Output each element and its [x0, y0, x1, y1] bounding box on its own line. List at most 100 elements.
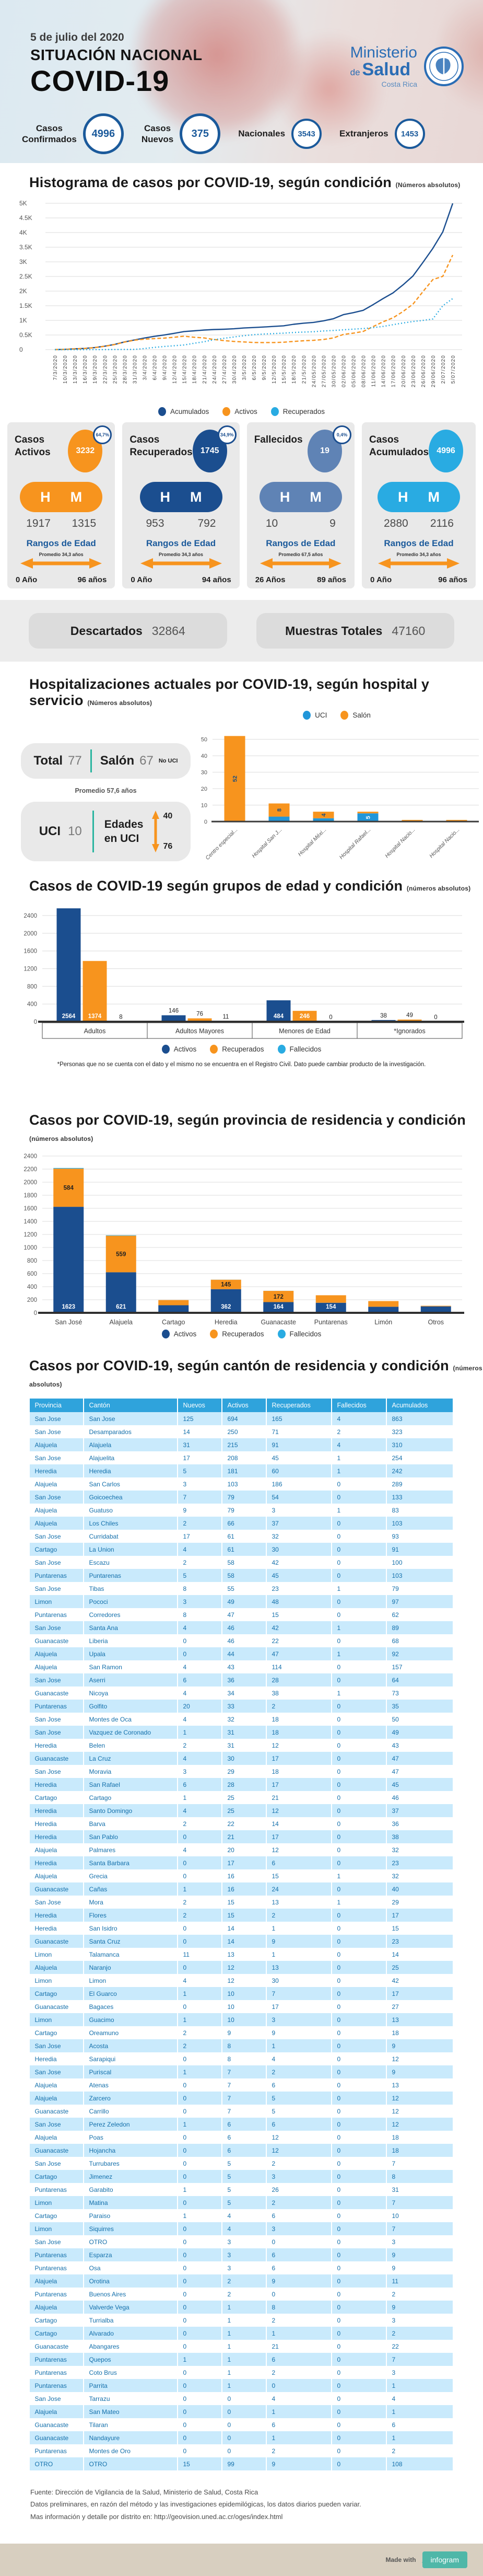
- legend-item: Fallecidos: [278, 1045, 322, 1054]
- double-arrow-icon: [19, 557, 103, 570]
- muestras-pill: Muestras Totales 47160: [256, 613, 455, 649]
- svg-text:2400: 2400: [23, 913, 37, 919]
- svg-text:484: 484: [273, 1013, 284, 1020]
- svg-text:24/4/2020: 24/4/2020: [211, 355, 217, 384]
- infogram-logo[interactable]: infogram: [422, 2551, 467, 2568]
- svg-text:1600: 1600: [23, 949, 37, 955]
- page-title-covid: COVID-19: [30, 64, 169, 98]
- svg-text:22/3/2020: 22/3/2020: [102, 355, 108, 384]
- column-header: Activos: [222, 1399, 266, 1412]
- percent-badge: 0,4%: [333, 425, 351, 444]
- legend-item: Recuperados: [271, 407, 325, 416]
- svg-text:30/05/2020: 30/05/2020: [331, 355, 337, 387]
- source-line: Mas información y detalle por distrito e…: [30, 2511, 483, 2523]
- stat-nacionales: Nacionales 3543: [238, 119, 322, 149]
- age-range-arrow: Promedio 67,5 años: [259, 552, 343, 572]
- svg-text:1.5K: 1.5K: [19, 302, 32, 309]
- svg-text:San José: San José: [55, 1319, 82, 1326]
- legend-dot-fallecidos: [278, 1045, 286, 1054]
- svg-text:12/4/2020: 12/4/2020: [172, 355, 178, 384]
- svg-text:1200: 1200: [23, 966, 37, 972]
- infogram-footer: Made with infogram: [0, 2544, 483, 2576]
- column-header: Fallecidos: [332, 1399, 386, 1412]
- svg-text:27/4/2020: 27/4/2020: [221, 355, 227, 384]
- svg-text:0: 0: [434, 1014, 437, 1021]
- stat-circle: 3543: [291, 119, 322, 149]
- svg-text:76: 76: [196, 1011, 203, 1018]
- svg-text:4K: 4K: [19, 229, 27, 236]
- hospital-title: Hospitalizaciones actuales por COVID-19,…: [29, 676, 483, 709]
- svg-text:621: 621: [116, 1304, 126, 1310]
- svg-text:11: 11: [222, 1014, 229, 1020]
- made-with-label: Made with: [386, 2556, 416, 2563]
- svg-text:19/3/2020: 19/3/2020: [92, 355, 98, 384]
- svg-text:172: 172: [273, 1294, 283, 1300]
- svg-text:3K: 3K: [19, 258, 27, 265]
- page-title: SITUACIÓN NACIONAL: [30, 47, 203, 64]
- svg-text:11/06/2020: 11/06/2020: [371, 355, 376, 387]
- svg-text:Hospital Méxi...: Hospital Méxi...: [297, 827, 327, 858]
- age-footnote: *Personas que no se cuenta con el dato y…: [0, 1061, 483, 1068]
- legend-dot-salón: [340, 711, 348, 720]
- vertical-arrow-icon: [150, 810, 161, 853]
- column-header: Recuperados: [266, 1399, 332, 1412]
- svg-text:12/5/2020: 12/5/2020: [272, 355, 277, 384]
- svg-text:2000: 2000: [23, 931, 37, 937]
- svg-text:1800: 1800: [23, 1193, 37, 1199]
- percent-badge: 34,9%: [218, 425, 237, 444]
- legend-item: Activos: [222, 407, 257, 416]
- svg-text:29/06/2020: 29/06/2020: [430, 355, 436, 387]
- legend-dot-recuperados: [210, 1045, 218, 1054]
- legend-label: Salón: [352, 711, 371, 719]
- ministry-seal-icon: [423, 46, 464, 87]
- svg-text:5/07/2020: 5/07/2020: [451, 355, 456, 384]
- svg-text:8: 8: [277, 808, 283, 812]
- stat-nuevos: Casos Nuevos 375: [142, 113, 220, 154]
- legend-item: Recuperados: [210, 1045, 264, 1054]
- svg-text:Cartago: Cartago: [162, 1319, 185, 1326]
- svg-text:Guanacaste: Guanacaste: [261, 1319, 296, 1326]
- svg-text:200: 200: [27, 1297, 37, 1303]
- svg-text:4: 4: [321, 813, 327, 816]
- legend-dot-uci: [303, 711, 311, 720]
- svg-text:1400: 1400: [23, 1219, 37, 1225]
- svg-text:5: 5: [366, 816, 372, 819]
- svg-text:49: 49: [406, 1012, 413, 1019]
- svg-text:02/06/2020: 02/06/2020: [341, 355, 347, 387]
- legend-label: Activos: [234, 408, 257, 415]
- svg-text:6/4/2020: 6/4/2020: [152, 355, 158, 380]
